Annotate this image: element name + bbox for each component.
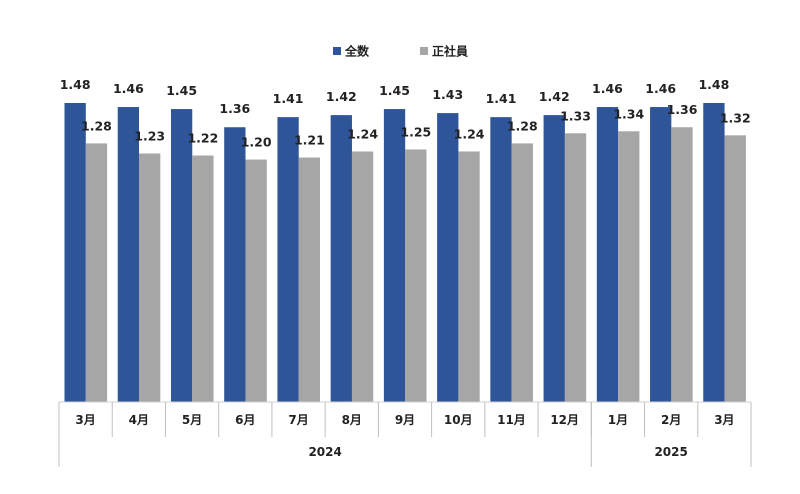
bar-regular-9 — [564, 133, 587, 402]
data-label-total-9: 1.42 — [539, 89, 570, 104]
tick-label-11: 2月 — [661, 413, 681, 427]
tick-label-4: 7月 — [288, 413, 308, 427]
data-label-total-10: 1.46 — [592, 81, 623, 96]
bar-total-10 — [596, 107, 619, 403]
bar-total-1 — [117, 107, 140, 403]
data-label-regular-0: 1.28 — [81, 118, 112, 133]
bar-total-9 — [543, 115, 565, 403]
data-label-regular-11: 1.36 — [667, 102, 698, 117]
bar-regular-1 — [139, 153, 161, 402]
bar-total-12 — [703, 103, 725, 402]
tick-label-10: 1月 — [608, 413, 628, 427]
legend-swatch-regular — [420, 47, 428, 55]
data-label-regular-10: 1.34 — [613, 106, 644, 121]
legend-swatch-total — [333, 47, 341, 55]
data-label-total-2: 1.45 — [166, 83, 197, 98]
data-label-regular-7: 1.24 — [454, 126, 485, 141]
bars-group — [64, 103, 746, 403]
tick-label-9: 12月 — [550, 413, 579, 427]
bar-regular-2 — [192, 155, 214, 402]
bar-regular-8 — [511, 143, 533, 403]
data-label-regular-5: 1.24 — [347, 126, 378, 141]
bar-total-11 — [650, 107, 672, 403]
tick-label-7: 10月 — [444, 413, 473, 427]
tick-label-6: 9月 — [395, 413, 415, 427]
category-axis: 3月 4月 5月 6月 7月 8月 9月 10月 11月 12月 1月 2月 3月 2024 2025 — [58, 401, 752, 467]
bar-regular-7 — [458, 151, 480, 402]
data-label-total-8: 1.41 — [486, 91, 517, 106]
tick-label-5: 8月 — [342, 413, 362, 427]
data-label-regular-9: 1.33 — [560, 108, 591, 123]
bar-total-7 — [437, 113, 459, 402]
bar-total-8 — [490, 117, 512, 402]
legend-label-regular: 正社員 — [432, 44, 468, 59]
bar-regular-5 — [351, 151, 374, 402]
bar-regular-12 — [724, 135, 746, 402]
bar-regular-6 — [405, 149, 427, 402]
data-label-total-5: 1.42 — [326, 89, 357, 104]
data-label-total-6: 1.45 — [379, 83, 410, 98]
tick-label-3: 6月 — [235, 413, 255, 427]
bar-total-5 — [330, 115, 352, 403]
data-label-total-0: 1.48 — [60, 77, 91, 92]
bar-regular-4 — [298, 157, 321, 402]
year-label-2025: 2025 — [654, 445, 687, 459]
bar-total-0 — [64, 103, 86, 402]
data-label-regular-6: 1.25 — [400, 124, 431, 139]
bar-total-4 — [277, 117, 299, 402]
data-label-regular-4: 1.21 — [294, 133, 325, 148]
bar-total-3 — [224, 127, 246, 403]
legend: 全数 正社員 — [333, 44, 468, 59]
data-label-regular-12: 1.32 — [720, 110, 751, 125]
data-label-total-7: 1.43 — [432, 87, 463, 102]
data-label-regular-1: 1.23 — [134, 129, 165, 144]
data-label-total-1: 1.46 — [113, 81, 144, 96]
bar-total-6 — [383, 109, 406, 402]
year-label-2024: 2024 — [308, 445, 341, 459]
value-labels-group: 1.481.281.461.231.451.221.361.201.411.21… — [60, 77, 751, 150]
data-label-total-4: 1.41 — [273, 91, 304, 106]
data-label-total-11: 1.46 — [645, 81, 676, 96]
tick-label-2: 5月 — [182, 413, 202, 427]
data-label-total-3: 1.36 — [219, 101, 250, 116]
bar-regular-0 — [85, 143, 108, 403]
tick-label-12: 3月 — [714, 413, 734, 427]
tick-label-0: 3月 — [75, 413, 95, 427]
tick-label-1: 4月 — [129, 413, 149, 427]
data-label-regular-8: 1.28 — [507, 118, 538, 133]
legend-label-total: 全数 — [344, 44, 370, 59]
bar-total-2 — [170, 109, 193, 402]
data-label-total-12: 1.48 — [698, 77, 729, 92]
tick-label-8: 11月 — [497, 413, 526, 427]
data-label-regular-3: 1.20 — [241, 135, 272, 150]
bar-regular-11 — [671, 127, 693, 403]
data-label-regular-2: 1.22 — [187, 131, 218, 146]
bar-regular-3 — [245, 159, 267, 402]
bar-regular-10 — [618, 131, 640, 402]
